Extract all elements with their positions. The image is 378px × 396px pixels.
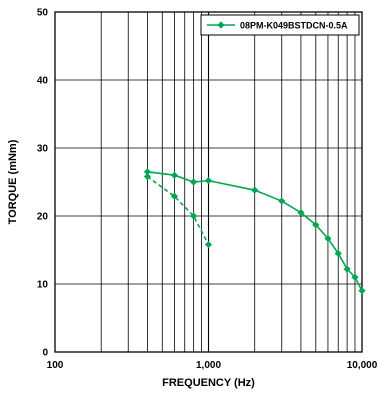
grid-lines xyxy=(55,12,362,352)
data-series xyxy=(143,168,366,295)
legend: 08PM-K049BSTDCN-0.5A xyxy=(200,14,360,36)
data-point-marker xyxy=(297,209,305,217)
x-tick-label: 10,000 xyxy=(347,360,378,371)
data-point-marker xyxy=(312,221,320,229)
data-point-marker xyxy=(278,197,286,205)
legend-label: 08PM-K049BSTDCN-0.5A xyxy=(240,21,348,31)
data-point-marker xyxy=(358,287,366,295)
legend-box xyxy=(200,14,360,36)
data-point-marker xyxy=(190,178,198,186)
x-tick-label: 1,000 xyxy=(196,360,221,371)
data-point-marker xyxy=(324,234,332,243)
data-point-marker xyxy=(143,172,152,181)
legend-marker-diamond xyxy=(217,21,225,29)
data-point-marker xyxy=(251,186,259,194)
data-point-marker xyxy=(204,177,213,185)
data-point-marker xyxy=(170,192,179,200)
y-tick-label: 50 xyxy=(37,8,49,19)
data-point-marker xyxy=(343,265,351,273)
data-point-marker xyxy=(351,273,359,281)
y-tick-label: 40 xyxy=(37,76,49,87)
x-axis-title: FREQUENCY (Hz) xyxy=(162,377,255,389)
data-point-marker xyxy=(204,240,213,249)
axis-tick-labels: 0 10 20 30 40 50 100 1,000 10,000 xyxy=(37,8,378,372)
y-tick-label: 10 xyxy=(37,280,49,291)
data-point-marker xyxy=(170,171,179,179)
data-point-marker xyxy=(143,168,152,176)
y-tick-label: 20 xyxy=(37,212,49,223)
x-tick-label: 100 xyxy=(47,360,64,371)
data-point-marker xyxy=(334,249,342,257)
y-tick-label: 30 xyxy=(37,144,49,155)
y-tick-label: 0 xyxy=(42,348,48,359)
plot-area-frame xyxy=(54,11,363,353)
series-line-2 xyxy=(146,175,210,245)
data-point-marker xyxy=(190,212,198,220)
y-axis-title: TORQUE (mNm) xyxy=(7,139,19,224)
